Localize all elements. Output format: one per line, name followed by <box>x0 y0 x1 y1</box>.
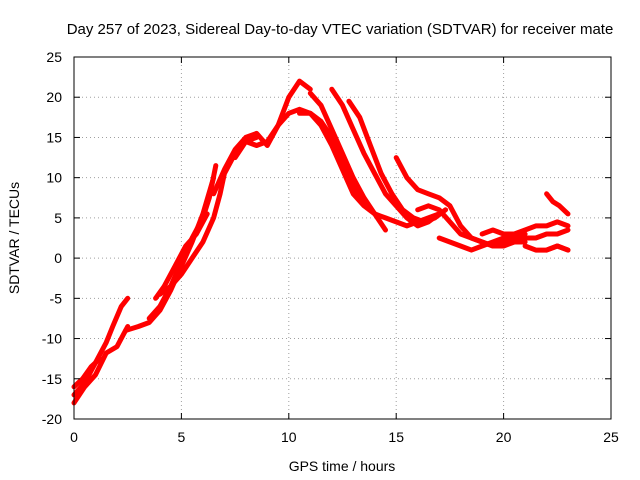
series-arc-17 <box>479 219 571 237</box>
x-tick-label: 10 <box>281 429 297 445</box>
x-tick-label: 5 <box>178 429 186 445</box>
series-layer <box>71 78 571 406</box>
y-tick-label: 15 <box>46 129 62 145</box>
grid <box>74 57 611 419</box>
x-tick-label: 15 <box>388 429 404 445</box>
y-tick-label: -20 <box>42 411 62 427</box>
y-tick-label: 0 <box>54 250 62 266</box>
series-arc-6 <box>153 211 210 301</box>
series-arc-2 <box>71 295 131 398</box>
y-tick-label: -10 <box>42 331 62 347</box>
y-axis-label: SDTVAR / TECUs <box>6 182 22 294</box>
plot-frame <box>73 56 612 420</box>
x-tick-label: 25 <box>603 429 619 445</box>
y-tick-label: -15 <box>42 371 62 387</box>
series-arc-15 <box>415 203 528 249</box>
axis-ticks: 0 5 10 15 20 25 -20 -15 -10 -5 0 5 10 15 20 25 <box>42 49 619 445</box>
series-arc-18 <box>501 227 571 245</box>
series-arc-13 <box>346 98 449 225</box>
series-arc-21 <box>544 243 571 253</box>
chart-title: Day 257 of 2023, Sidereal Day-to-day VTE… <box>67 21 614 38</box>
series-arc-4 <box>123 175 217 333</box>
y-tick-label: 20 <box>46 89 62 105</box>
y-tick-label: -5 <box>50 290 63 306</box>
x-axis-label: GPS time / hours <box>289 458 396 474</box>
x-tick-label: 0 <box>70 429 78 445</box>
y-tick-label: 25 <box>46 49 62 65</box>
series-arc-12 <box>329 86 442 229</box>
y-tick-label: 10 <box>46 170 62 186</box>
series-arc-5 <box>146 163 219 321</box>
series-arc-20 <box>544 191 571 217</box>
series-arc-16 <box>436 231 528 253</box>
series-arc-11 <box>307 90 388 233</box>
x-tick-label: 20 <box>496 429 512 445</box>
series-arc-3 <box>71 356 103 390</box>
series-arc-1 <box>71 324 131 406</box>
series-arc-8 <box>211 78 313 197</box>
y-tick-label: 5 <box>54 210 62 226</box>
